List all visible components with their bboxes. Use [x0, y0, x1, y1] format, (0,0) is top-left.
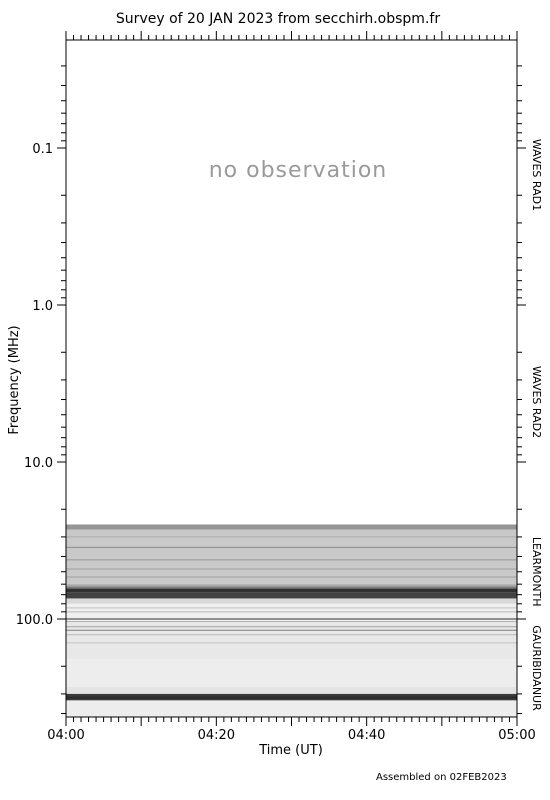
y-tick-label: 100.0 — [16, 613, 53, 628]
intensity-band-11 — [66, 686, 517, 694]
instrument-label: LEARMONTH — [530, 537, 543, 607]
intensity-band-5 — [66, 592, 517, 599]
no-observation-annotation: no observation — [209, 158, 388, 183]
intensity-band-9 — [66, 622, 517, 660]
intensity-band-13 — [66, 700, 517, 717]
y-tick-label: 0.1 — [32, 142, 53, 157]
instrument-label: WAVES RAD1 — [530, 139, 543, 211]
chart-title: Survey of 20 JAN 2023 from secchirh.obsp… — [116, 11, 440, 27]
intensity-band-1 — [66, 529, 517, 585]
y-tick-labels: 0.1 1.0 10.0 100.0 — [16, 142, 53, 628]
x-axis-label: Time (UT) — [258, 743, 323, 758]
intensity-band-10 — [66, 659, 517, 687]
intensity-band-8 — [66, 619, 517, 623]
spectrogram-lines — [66, 536, 517, 700]
intensity-band-4 — [66, 588, 517, 593]
instrument-labels: WAVES RAD1 WAVES RAD2 LEARMONTH GAURIBIDANU… — [530, 139, 543, 711]
y-axis-ticks — [57, 65, 526, 715]
assembled-credit: Assembled on 02FEB2023 — [376, 772, 507, 783]
x-tick-label: 05:00 — [498, 728, 535, 743]
intensity-band-3 — [66, 586, 517, 589]
y-tick-label: 1.0 — [32, 299, 53, 314]
spectrogram-bands — [66, 524, 517, 717]
instrument-label: WAVES RAD2 — [530, 366, 543, 438]
intensity-band-2 — [66, 584, 517, 587]
y-tick-label: 10.0 — [24, 456, 53, 471]
x-tick-label: 04:00 — [47, 728, 84, 743]
intensity-band-0 — [66, 524, 517, 530]
x-tick-label: 04:20 — [198, 728, 235, 743]
intensity-band-6 — [66, 598, 517, 604]
x-tick-labels: 04:00 04:20 04:40 05:00 — [47, 728, 535, 743]
instrument-label: GAURIBIDANUR — [530, 625, 543, 711]
x-tick-label: 04:40 — [348, 728, 385, 743]
y-axis-label: Frequency (MHz) — [7, 325, 22, 434]
x-axis-ticks — [65, 31, 518, 726]
